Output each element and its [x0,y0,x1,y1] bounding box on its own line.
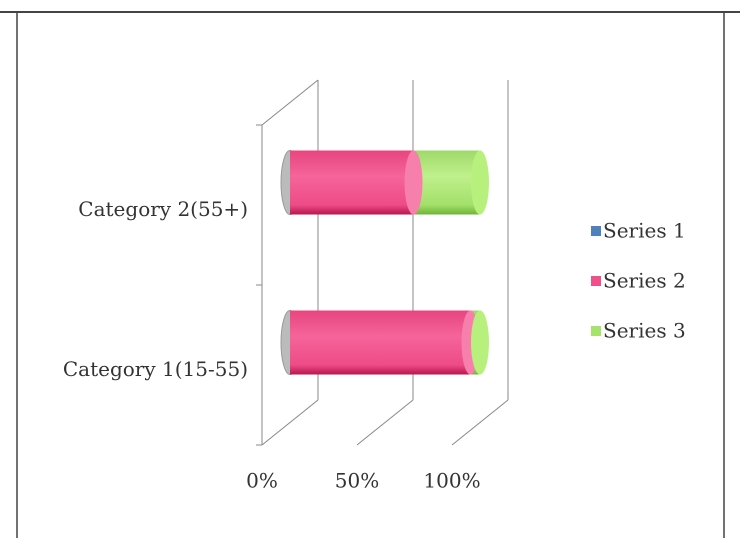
grid-line-floor [451,399,509,446]
legend-label: Series 1 [603,219,686,243]
axis-edge [261,79,319,126]
bar-cap [471,150,489,215]
bar-cap [471,310,489,375]
legend-label: Series 3 [603,319,686,343]
x-tick-label: 100% [423,469,480,493]
x-tick-label: 50% [335,469,379,493]
legend-swatch [591,226,601,236]
y-tick-label: Category 2(55+) [78,197,248,221]
legend-label: Series 2 [603,269,686,293]
legend-swatch [591,326,601,336]
legend-swatch [591,276,601,286]
bar [290,150,414,215]
bar [413,150,480,215]
bar [290,310,471,375]
bar-cap [404,150,423,215]
grid-line-floor [356,399,414,446]
y-tick-label: Category 1(15-55) [63,357,248,381]
x-tick-label: 0% [246,469,278,493]
grid-line-floor [261,399,319,446]
